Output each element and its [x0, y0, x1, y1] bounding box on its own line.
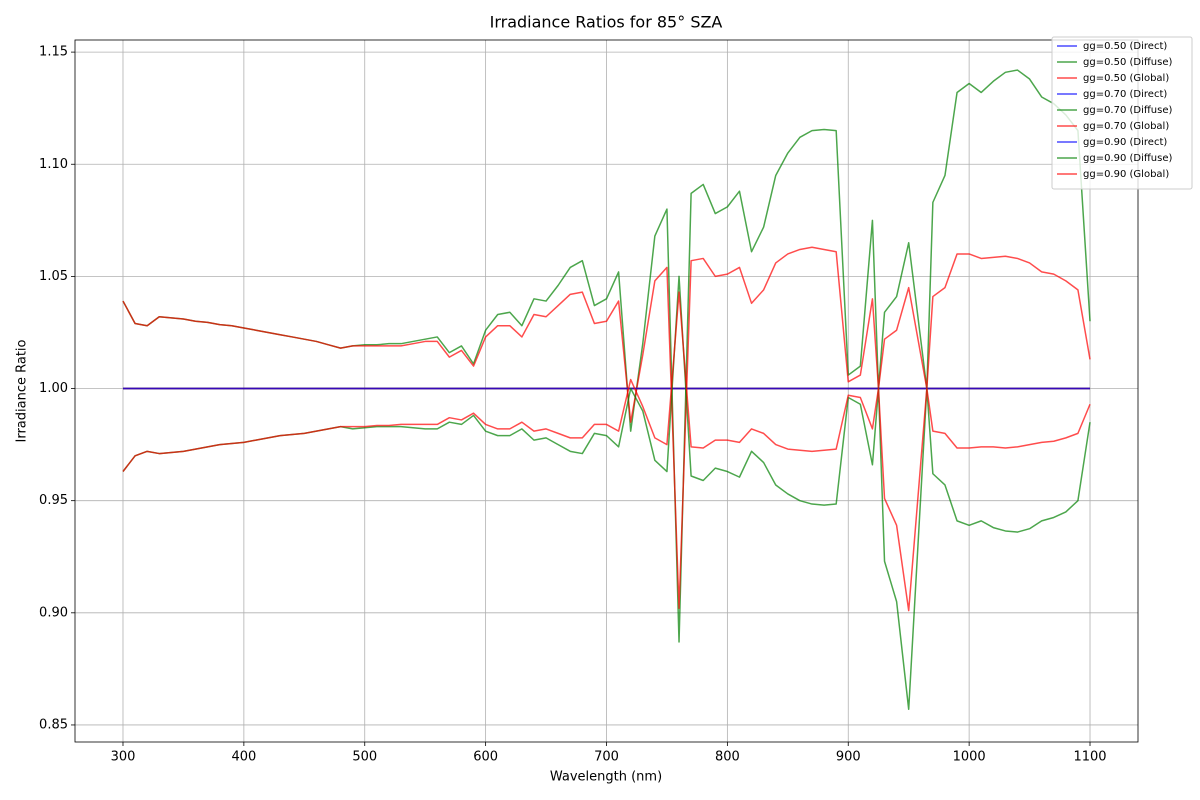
x-axis-label: Wavelength (nm) [550, 770, 662, 785]
legend-label: gg=0.90 (Direct) [1083, 137, 1167, 148]
x-tick-label: 500 [352, 750, 377, 765]
lines [122, 69, 1091, 710]
x-tick-label: 300 [111, 750, 136, 765]
x-tick-label: 900 [836, 750, 861, 765]
legend-label: gg=0.90 (Global) [1083, 169, 1169, 180]
series-line [122, 246, 1091, 610]
x-tick-label: 600 [473, 750, 498, 765]
legend-box [1051, 36, 1193, 190]
legend-label: gg=0.70 (Global) [1083, 121, 1169, 132]
x-tick-label: 700 [594, 750, 619, 765]
x-tick-label: 800 [715, 750, 740, 765]
y-tick-label: 1.10 [39, 157, 68, 172]
axes: 300 400 500 600 700 800 900 1000 1100 0.85 0.90 0.9… [39, 45, 1107, 765]
y-tick-label: 1.15 [39, 45, 68, 60]
series-line [122, 291, 1091, 612]
x-tick-label: 1000 [953, 750, 986, 765]
y-tick-label: 0.90 [39, 605, 68, 620]
y-axis-label: Irradiance Ratio [15, 339, 30, 442]
legend-label: gg=0.50 (Direct) [1083, 41, 1167, 52]
x-tick-label: 400 [231, 750, 256, 765]
legend-label: gg=0.70 (Diffuse) [1083, 105, 1172, 116]
y-tick-label: 0.85 [39, 717, 68, 732]
y-tick-label: 1.00 [39, 381, 68, 396]
legend-label: gg=0.50 (Diffuse) [1083, 57, 1172, 68]
legend: gg=0.50 (Direct) gg=0.50 (Diffuse) gg=0.50… [1051, 36, 1193, 190]
legend-label: gg=0.50 (Global) [1083, 73, 1169, 84]
y-tick-label: 1.05 [39, 269, 68, 284]
x-tick-label: 1100 [1073, 750, 1106, 765]
legend-label: gg=0.90 (Diffuse) [1083, 153, 1172, 164]
chart-title: Irradiance Ratios for 85° SZA [490, 13, 723, 32]
legend-label: gg=0.70 (Direct) [1083, 89, 1167, 100]
y-tick-label: 0.95 [39, 493, 68, 508]
